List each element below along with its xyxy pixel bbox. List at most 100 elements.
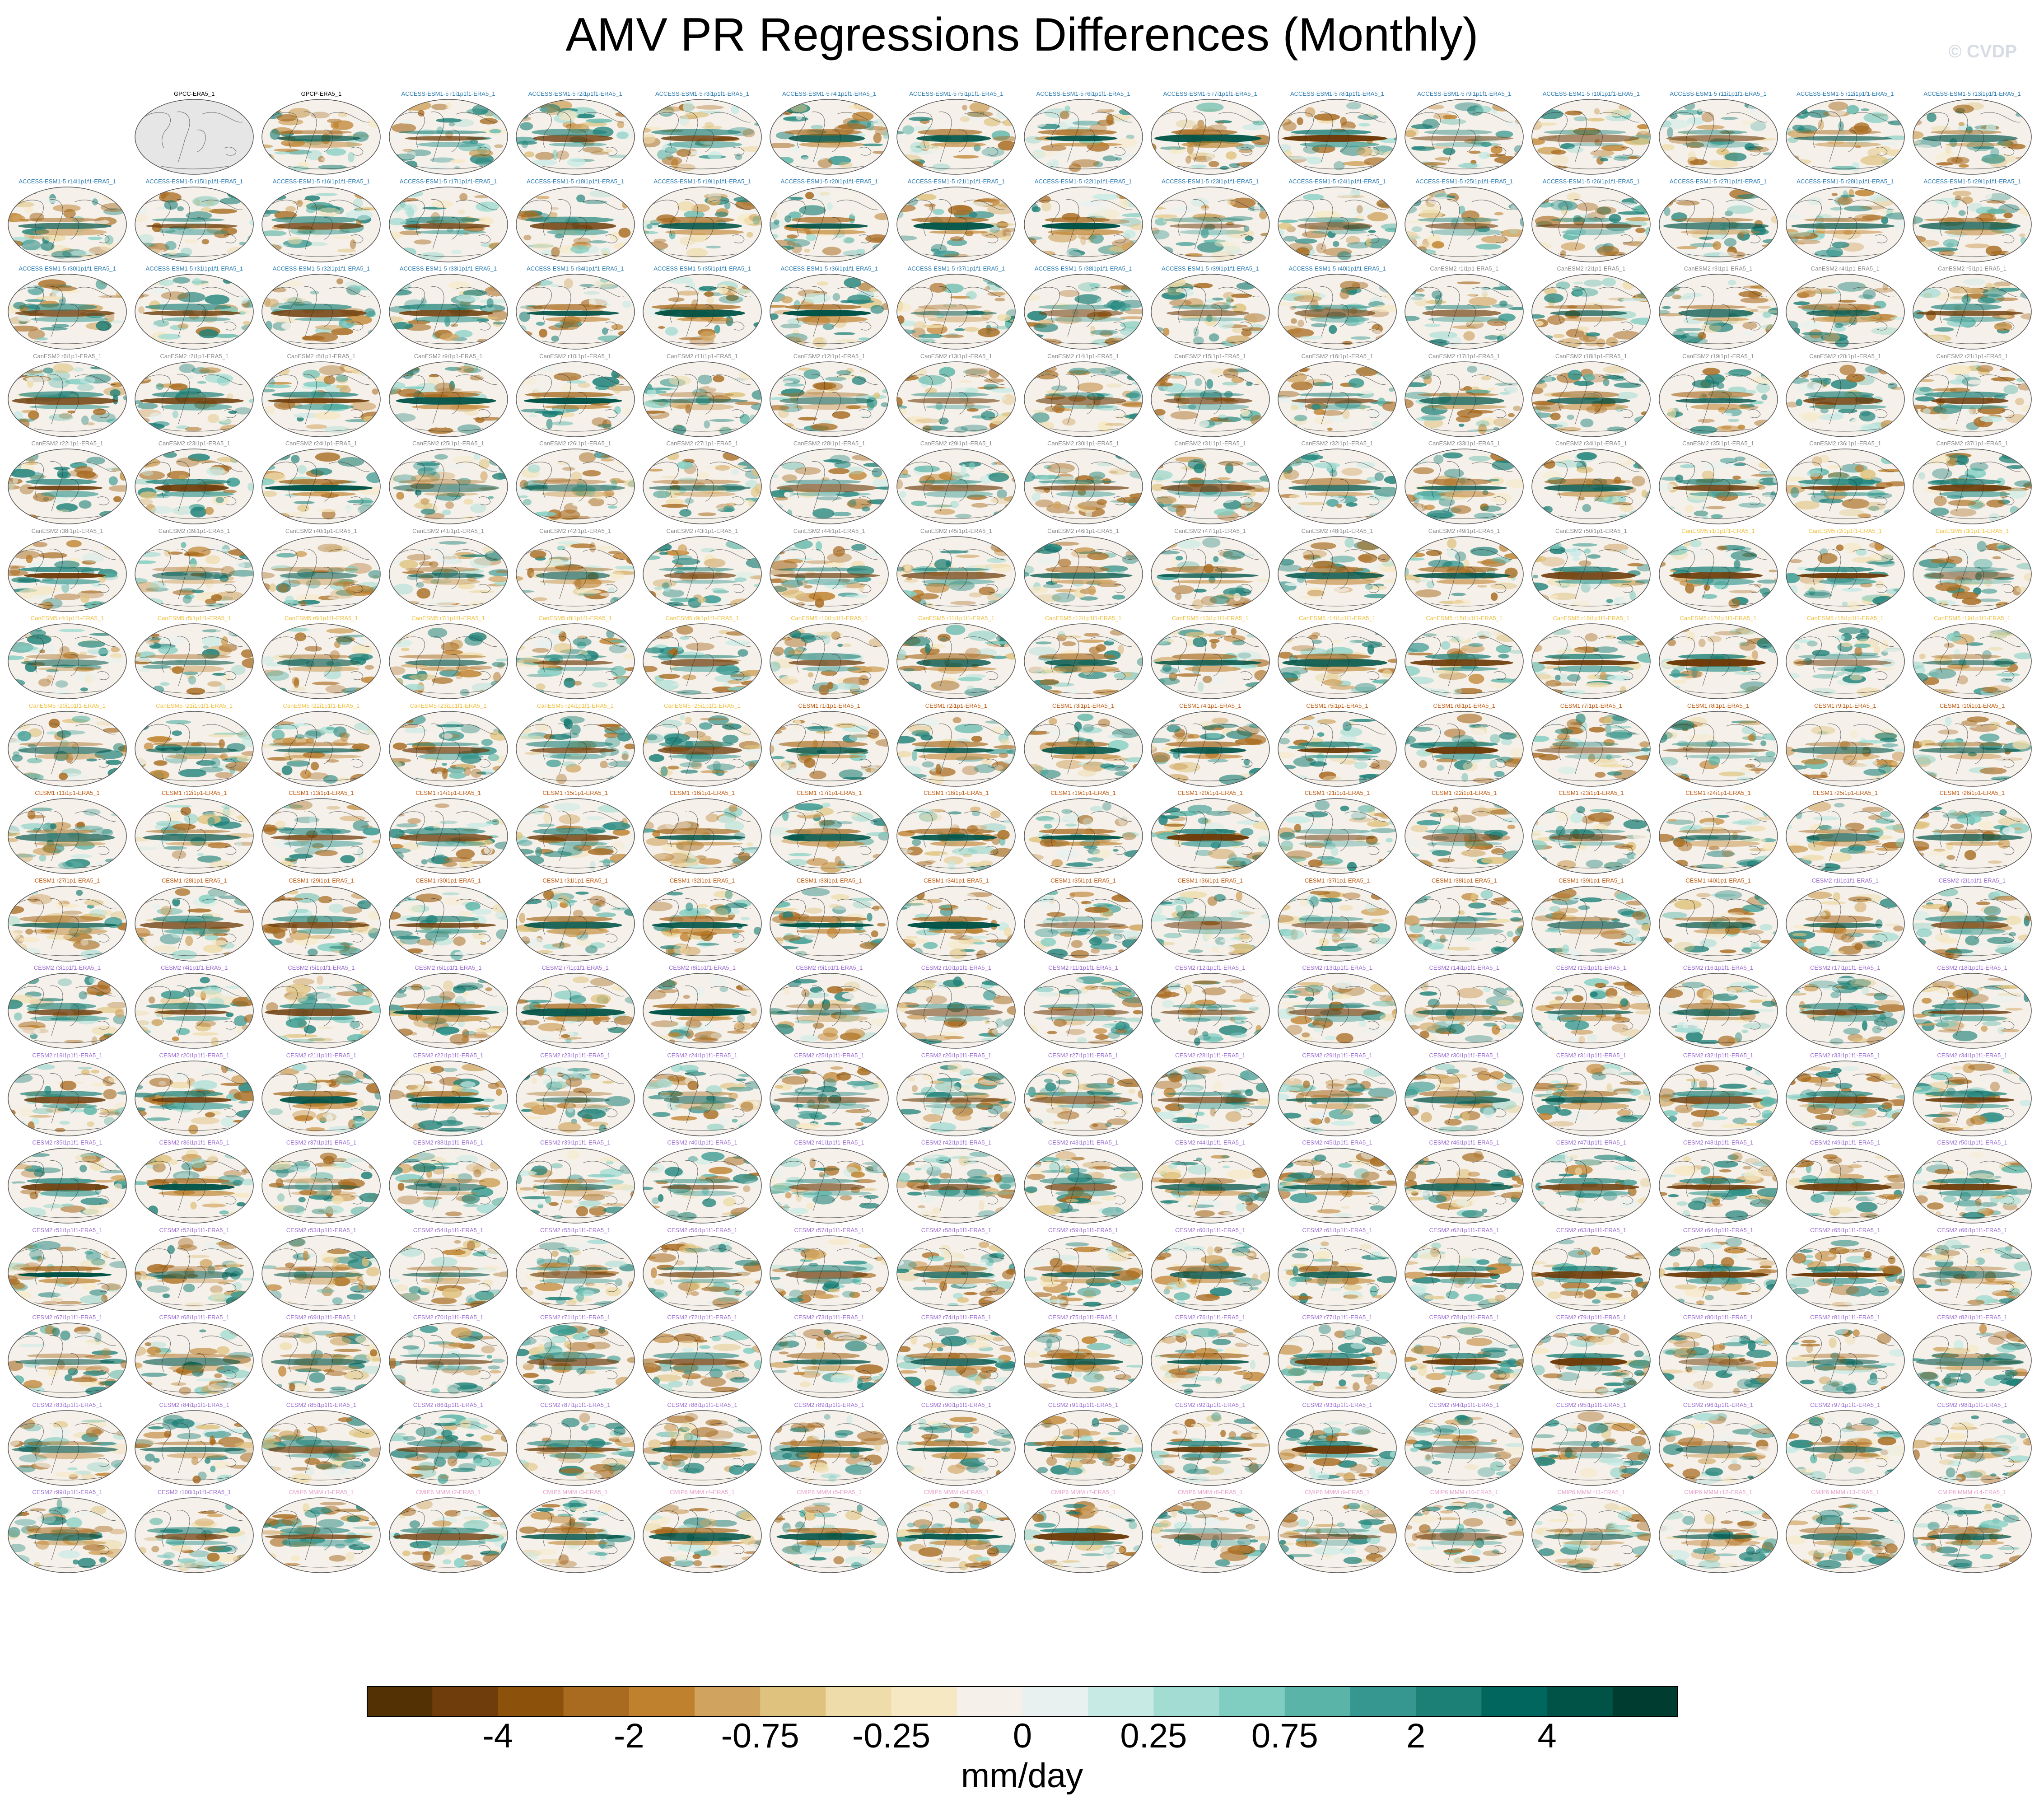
- map-panel: CESM2 r97i1p1f1-ERA5_1: [1783, 1402, 1908, 1487]
- robinson-map: [135, 1235, 254, 1311]
- map-panel: CanESM2 r44i1p1-ERA5_1: [766, 528, 892, 613]
- robinson-map: [643, 710, 762, 787]
- panel-title: CMIP6 MMM r12-ERA5_1: [1684, 1489, 1753, 1495]
- panel-title: CESM1 r21i1p1-ERA5_1: [1304, 790, 1370, 796]
- robinson-map: [1151, 1060, 1270, 1136]
- map-panel: CESM1 r39i1p1-ERA5_1: [1528, 877, 1654, 963]
- panel-title: CanESM2 r32i1p1-ERA5_1: [1301, 440, 1373, 447]
- panel-title: CESM2 r70i1p1f1-ERA5_1: [413, 1314, 484, 1321]
- panel-title: CanESM2 r25i1p1-ERA5_1: [412, 440, 485, 447]
- map-panel: CESM2 r36i1p1f1-ERA5_1: [131, 1139, 257, 1225]
- map-panel: CanESM2 r3i1p1-ERA5_1: [1656, 265, 1781, 351]
- map-panel: CESM1 r17i1p1-ERA5_1: [766, 790, 892, 875]
- map-panel: CanESM2 r48i1p1-ERA5_1: [1274, 528, 1400, 613]
- panel-title: CESM2 r10i1p1f1-ERA5_1: [921, 964, 992, 971]
- map-panel: CESM2 r56i1p1f1-ERA5_1: [639, 1227, 765, 1313]
- panel-title: CESM2 r51i1p1f1-ERA5_1: [32, 1226, 103, 1233]
- robinson-map: [1913, 361, 2032, 437]
- colorbar-segment: [1612, 1686, 1678, 1717]
- panel-title: CESM2 r45i1p1f1-ERA5_1: [1302, 1139, 1372, 1146]
- robinson-map: [388, 885, 508, 962]
- panel-title: CESM1 r18i1p1-ERA5_1: [924, 790, 989, 796]
- panel-title: ACCESS-ESM1-5 r1i1p1f1-ERA5_1: [401, 90, 495, 97]
- robinson-map: [1531, 361, 1651, 437]
- panel-title: CESM2 r75i1p1f1-ERA5_1: [1048, 1314, 1119, 1321]
- robinson-map: [1151, 973, 1270, 1049]
- panel-title: CanESM2 r37i1p1-ERA5_1: [1936, 440, 2008, 447]
- map-panel: CESM1 r23i1p1-ERA5_1: [1528, 790, 1654, 875]
- robinson-map: [643, 1322, 762, 1398]
- panel-title: CanESM2 r27i1p1-ERA5_1: [666, 440, 738, 447]
- robinson-map: [1786, 99, 1905, 175]
- colorbar-segment: [498, 1686, 564, 1717]
- map-panel: ACCESS-ESM1-5 r1i1p1f1-ERA5_1: [386, 90, 511, 176]
- robinson-map: [896, 1497, 1016, 1573]
- robinson-map: [388, 623, 508, 699]
- panel-title: ACCESS-ESM1-5 r16i1p1f1-ERA5_1: [272, 178, 370, 185]
- robinson-map: [1151, 1410, 1270, 1486]
- map-panel: CESM2 r7i1p1f1-ERA5_1: [513, 964, 638, 1050]
- robinson-map: [388, 1148, 508, 1224]
- map-panel: CanESM2 r38i1p1-ERA5_1: [5, 528, 130, 613]
- map-panel: CanESM2 r7i1p1-ERA5_1: [131, 353, 257, 439]
- robinson-map: [135, 1322, 254, 1398]
- panel-title: ACCESS-ESM1-5 r14i1p1f1-ERA5_1: [19, 178, 116, 185]
- robinson-map: [1023, 710, 1143, 787]
- map-panel: CanESM2 r19i1p1-ERA5_1: [1656, 353, 1781, 439]
- colorbar-tick-label: 4: [1537, 1717, 1557, 1755]
- robinson-map: [1151, 186, 1270, 262]
- robinson-map: [643, 1148, 762, 1224]
- panel-title: CESM1 r6i1p1-ERA5_1: [1433, 702, 1495, 709]
- map-panel: CESM2 r99i1p1f1-ERA5_1: [5, 1489, 130, 1574]
- map-panel: CanESM2 r46i1p1-ERA5_1: [1021, 528, 1146, 613]
- panel-title: CMIP6 MMM r7-ERA5_1: [1050, 1489, 1116, 1495]
- map-panel: CESM1 r14i1p1-ERA5_1: [386, 790, 511, 875]
- map-panel: CanESM2 r22i1p1-ERA5_1: [5, 440, 130, 526]
- panel-title: ACCESS-ESM1-5 r4i1p1f1-ERA5_1: [782, 90, 877, 97]
- panel-title: ACCESS-ESM1-5 r11i1p1f1-ERA5_1: [1670, 90, 1767, 97]
- robinson-map: [1151, 536, 1270, 612]
- panel-title: CanESM5 r5i1p1f1-ERA5_1: [157, 615, 231, 621]
- map-panel: ACCESS-ESM1-5 r3i1p1f1-ERA5_1: [639, 90, 765, 176]
- map-panel: CanESM2 r26i1p1-ERA5_1: [513, 440, 638, 526]
- robinson-map: [1658, 623, 1778, 699]
- panel-title: CMIP6 MMM r13-ERA5_1: [1811, 1489, 1880, 1495]
- colorbar-segment: [367, 1686, 433, 1717]
- map-panel: CESM2 r38i1p1f1-ERA5_1: [386, 1139, 511, 1225]
- map-panel: ACCESS-ESM1-5 r33i1p1f1-ERA5_1: [386, 265, 511, 351]
- panel-title: ACCESS-ESM1-5 r28i1p1f1-ERA5_1: [1797, 178, 1894, 185]
- panel-title: CESM2 r32i1p1f1-ERA5_1: [1683, 1051, 1754, 1059]
- panel-title: ACCESS-ESM1-5 r2i1p1f1-ERA5_1: [528, 90, 622, 97]
- panel-title: CanESM2 r12i1p1-ERA5_1: [793, 352, 865, 360]
- robinson-map: [1023, 798, 1143, 874]
- panel-title: ACCESS-ESM1-5 r17i1p1f1-ERA5_1: [399, 178, 497, 185]
- robinson-map: [1278, 361, 1397, 437]
- robinson-map: [516, 973, 635, 1049]
- panel-title: CESM2 r42i1p1f1-ERA5_1: [921, 1139, 992, 1146]
- map-panel: CMIP6 MMM r11-ERA5_1: [1528, 1489, 1654, 1574]
- map-panel: CESM2 r79i1p1f1-ERA5_1: [1528, 1314, 1654, 1400]
- map-panel: ACCESS-ESM1-5 r31i1p1f1-ERA5_1: [131, 265, 257, 351]
- panel-title: CESM2 r29i1p1f1-ERA5_1: [1302, 1051, 1372, 1059]
- panel-title: CESM2 r63i1p1f1-ERA5_1: [1556, 1226, 1627, 1233]
- map-panel: ACCESS-ESM1-5 r21i1p1f1-ERA5_1: [893, 178, 1019, 264]
- robinson-map: [1913, 885, 2032, 962]
- map-panel: CESM2 r57i1p1f1-ERA5_1: [766, 1227, 892, 1313]
- panel-title: CMIP6 MMM r14-ERA5_1: [1938, 1489, 2007, 1495]
- panel-title: CESM1 r26i1p1-ERA5_1: [1939, 790, 2005, 796]
- colorbar-tick-label: -0.25: [852, 1717, 931, 1755]
- map-panel: ACCESS-ESM1-5 r35i1p1f1-ERA5_1: [639, 265, 765, 351]
- panel-title: CESM2 r36i1p1f1-ERA5_1: [159, 1139, 229, 1146]
- map-panel: CESM2 r80i1p1f1-ERA5_1: [1656, 1314, 1781, 1400]
- panel-title: CESM2 r20i1p1f1-ERA5_1: [159, 1051, 229, 1059]
- map-panel: CESM2 r61i1p1f1-ERA5_1: [1274, 1227, 1400, 1313]
- map-panel: ACCESS-ESM1-5 r15i1p1f1-ERA5_1: [131, 178, 257, 264]
- colorbar-units-label: mm/day: [961, 1757, 1083, 1795]
- panel-title: CESM2 r88i1p1f1-ERA5_1: [667, 1401, 737, 1408]
- robinson-map: [388, 99, 508, 175]
- panel-title: ACCESS-ESM1-5 r13i1p1f1-ERA5_1: [1923, 90, 2021, 97]
- robinson-map: [1531, 623, 1651, 699]
- robinson-map: [261, 361, 381, 437]
- panel-title: CESM1 r29i1p1-ERA5_1: [289, 877, 354, 884]
- panel-title: CanESM5 r24i1p1f1-ERA5_1: [537, 702, 614, 709]
